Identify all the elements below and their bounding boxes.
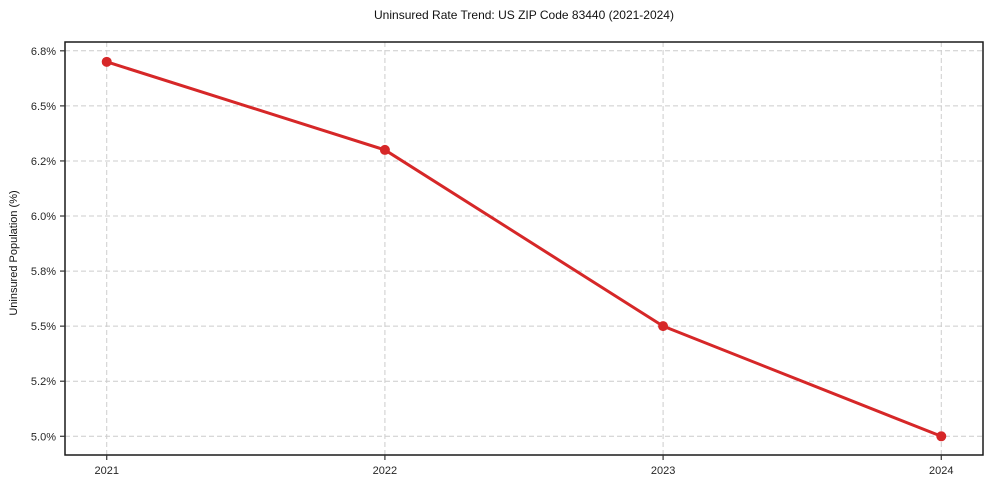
y-tick-label: 5.2% [31,376,56,388]
x-tick-label: 2022 [373,465,397,477]
x-tick-label: 2023 [651,465,675,477]
data-point-marker [101,56,112,67]
data-point-marker [379,144,390,155]
chart-title: Uninsured Rate Trend: US ZIP Code 83440 … [374,8,674,22]
data-point-marker [658,321,669,332]
x-tick-label: 2024 [929,465,953,477]
y-tick-label: 6.0% [31,211,56,223]
trend-line [105,60,943,438]
y-axis-label-text: Uninsured Population (%) [8,190,20,316]
y-tick-label: 5.8% [31,266,56,278]
data-point-marker [936,431,947,442]
plot-border [64,41,984,456]
y-tick-label: 6.2% [31,156,56,168]
x-tick-label: 2021 [94,465,118,477]
y-tick-label: 5.0% [31,431,56,443]
y-tick-label: 6.5% [31,101,56,113]
y-tick-label: 5.5% [31,321,56,333]
y-tick-label: 6.8% [31,46,56,58]
